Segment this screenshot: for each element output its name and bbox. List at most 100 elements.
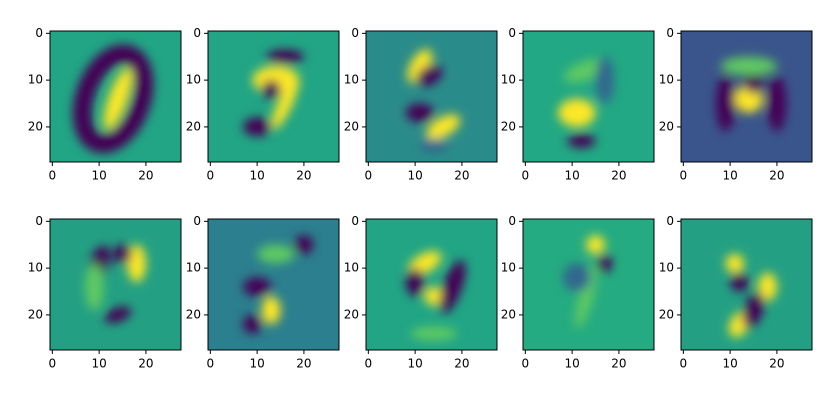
image-blobs — [85, 244, 146, 324]
blob — [257, 244, 295, 264]
y-tick-label: 0 — [351, 214, 359, 228]
y-tick-label: 10 — [501, 261, 516, 275]
y-tick-label: 20 — [344, 119, 359, 133]
blob — [567, 133, 596, 148]
image — [523, 31, 654, 162]
y-tick-label: 0 — [508, 26, 516, 40]
blob — [104, 306, 132, 324]
x-tick-label: 0 — [49, 357, 57, 371]
x-tick-label: 20 — [296, 357, 311, 371]
blob — [103, 67, 133, 130]
axes-frame — [49, 30, 182, 163]
x-tick-label: 10 — [722, 357, 737, 371]
blob — [271, 77, 299, 130]
subplot: 0 10 20 0 10 20 — [659, 214, 813, 371]
blob — [266, 49, 304, 64]
x-tick-label: 0 — [207, 169, 215, 183]
y-tick-label: 10 — [28, 261, 43, 275]
blob — [407, 49, 433, 83]
y-tick-label: 20 — [186, 119, 201, 133]
y-tick-label: 10 — [186, 73, 201, 87]
image-blobs — [558, 56, 615, 148]
y-tick-label: 20 — [501, 307, 516, 321]
x-tick-label: 20 — [454, 357, 469, 371]
image — [50, 31, 181, 162]
axes-frame — [522, 218, 655, 351]
image-blobs — [562, 235, 612, 328]
axes-frame — [365, 30, 498, 163]
blob — [294, 235, 314, 255]
subplot: 0 10 20 0 10 20 — [28, 214, 182, 371]
subplot: 0 10 20 0 10 20 — [501, 214, 655, 371]
blob — [563, 58, 609, 83]
image-blobs — [243, 235, 314, 334]
subplot: 0 10 20 0 10 20 — [28, 26, 182, 183]
y-tick-label: 0 — [193, 214, 201, 228]
x-tick-label: 10 — [91, 357, 106, 371]
blob — [716, 75, 735, 132]
x-tick-label: 10 — [564, 169, 579, 183]
x-tick-label: 0 — [365, 357, 373, 371]
axes-frame — [207, 218, 340, 351]
image — [208, 219, 339, 350]
blob — [597, 254, 612, 273]
x-tick-label: 10 — [722, 169, 737, 183]
y-tick-label: 0 — [508, 214, 516, 228]
y-tick-label: 0 — [666, 26, 674, 40]
x-tick-label: 10 — [91, 169, 106, 183]
x-tick-label: 20 — [769, 357, 784, 371]
y-tick-label: 10 — [659, 261, 674, 275]
blob — [575, 264, 598, 328]
x-tick-label: 20 — [769, 169, 784, 183]
y-tick-label: 20 — [501, 119, 516, 133]
blob — [424, 286, 444, 306]
y-tick-label: 0 — [666, 214, 674, 228]
x-tick-label: 0 — [680, 357, 688, 371]
blob — [586, 235, 605, 255]
x-tick-label: 20 — [611, 169, 626, 183]
blob — [85, 263, 104, 311]
x-tick-label: 10 — [564, 357, 579, 371]
image — [208, 31, 339, 162]
blob — [243, 117, 272, 137]
y-tick-label: 10 — [28, 73, 43, 87]
blob — [720, 56, 777, 76]
x-tick-label: 20 — [296, 169, 311, 183]
x-tick-label: 10 — [249, 357, 264, 371]
axes-frame — [680, 30, 813, 163]
image-blobs — [405, 251, 466, 341]
subplot: 0 10 20 0 10 20 — [501, 26, 655, 183]
image — [681, 31, 812, 162]
blob — [419, 138, 448, 153]
blob — [439, 260, 466, 314]
image-blobs — [243, 49, 304, 137]
y-tick-label: 0 — [35, 214, 43, 228]
axes-frame — [207, 30, 340, 163]
image — [366, 219, 497, 350]
blob — [767, 75, 787, 132]
x-tick-label: 0 — [522, 357, 530, 371]
blob — [758, 272, 777, 301]
x-tick-label: 0 — [522, 169, 530, 183]
blob — [405, 103, 434, 123]
image-blobs — [716, 56, 787, 132]
y-tick-label: 20 — [659, 119, 674, 133]
x-tick-label: 20 — [611, 357, 626, 371]
x-tick-label: 10 — [407, 169, 422, 183]
axes-frame — [49, 218, 182, 351]
axes-frame — [522, 30, 655, 163]
subplot: 0 10 20 0 10 20 — [344, 214, 498, 371]
y-tick-label: 20 — [344, 307, 359, 321]
blob — [405, 268, 425, 297]
image-background — [208, 219, 339, 350]
blob — [72, 44, 154, 154]
blob — [558, 98, 596, 127]
x-tick-label: 0 — [680, 169, 688, 183]
x-tick-label: 0 — [365, 169, 373, 183]
blob — [742, 292, 765, 329]
x-tick-label: 0 — [49, 169, 57, 183]
y-tick-label: 10 — [344, 261, 359, 275]
blob — [243, 314, 262, 334]
